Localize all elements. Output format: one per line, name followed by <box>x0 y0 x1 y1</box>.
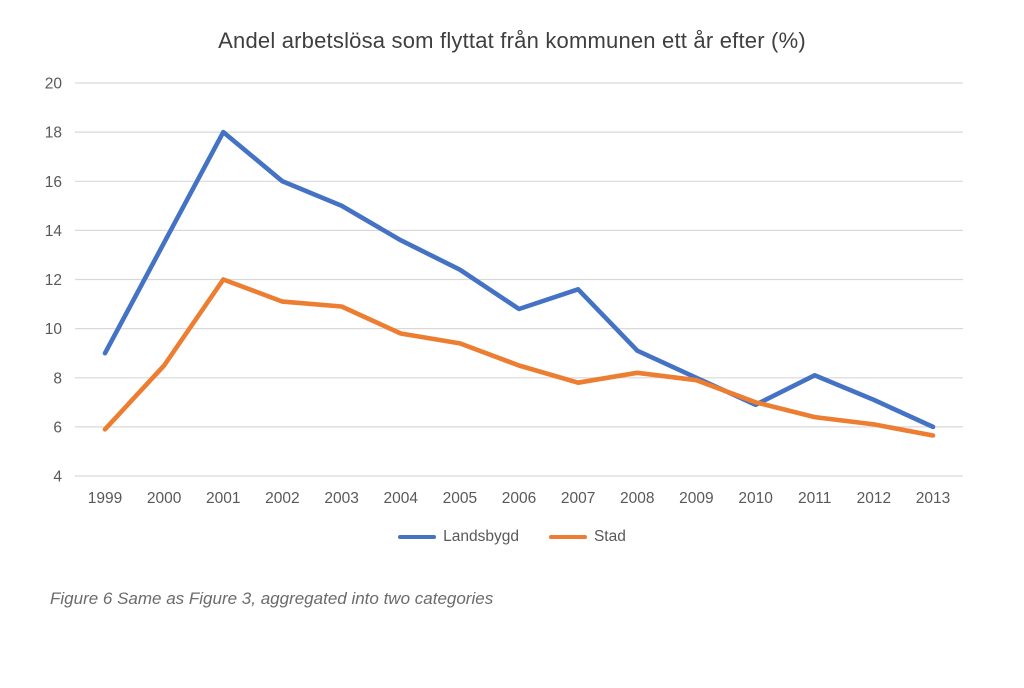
y-tick-label: 20 <box>45 76 63 93</box>
y-tick-label: 6 <box>53 419 62 436</box>
series-line-landsbygd <box>102 129 936 430</box>
x-tick-label: 2010 <box>738 490 773 507</box>
legend-label-landsbygd: Landsbygd <box>443 528 519 545</box>
chart-title: Andel arbetslösa som flyttat från kommun… <box>218 28 806 53</box>
legend-item-landsbygd: Landsbygd <box>398 528 519 546</box>
x-tick-label: 2013 <box>916 490 950 507</box>
y-tick-label: 10 <box>45 321 63 338</box>
x-tick-label: 2001 <box>206 490 240 507</box>
y-tick-label: 18 <box>45 125 62 142</box>
y-tick-label: 16 <box>45 174 62 191</box>
y-tick-label: 14 <box>45 223 63 240</box>
chart-legend: Landsbygd Stad <box>0 528 1024 546</box>
x-tick-label: 2009 <box>679 490 713 507</box>
legend-item-stad: Stad <box>548 528 626 546</box>
x-tick-label: 2007 <box>561 490 595 507</box>
x-tick-label: 2005 <box>443 490 477 507</box>
landsbygd-line-swatch <box>398 534 437 540</box>
stad-line-swatch <box>548 534 587 540</box>
x-tick-label: 2002 <box>265 490 299 507</box>
x-tick-label: 2003 <box>324 490 358 507</box>
x-tick-label: 2004 <box>383 490 418 507</box>
legend-label-stad: Stad <box>593 528 626 545</box>
x-tick-label: 2006 <box>502 490 536 507</box>
x-tick-label: 2008 <box>620 490 654 507</box>
y-tick-label: 4 <box>53 469 62 486</box>
line-chart: 20 18 16 14 12 10 8 6 4 1999 2000 2001 2002 2003 2004 2… <box>45 76 963 507</box>
y-tick-label: 8 <box>53 370 62 387</box>
x-tick-label: 2012 <box>857 490 891 507</box>
series-line-stad <box>102 277 936 438</box>
x-tick-label: 1999 <box>88 490 122 507</box>
x-tick-label: 2011 <box>798 490 831 507</box>
x-tick-label: 2000 <box>147 490 182 507</box>
y-tick-label: 12 <box>45 272 62 289</box>
figure-caption: Figure 6 Same as Figure 3, aggregated in… <box>50 589 494 608</box>
